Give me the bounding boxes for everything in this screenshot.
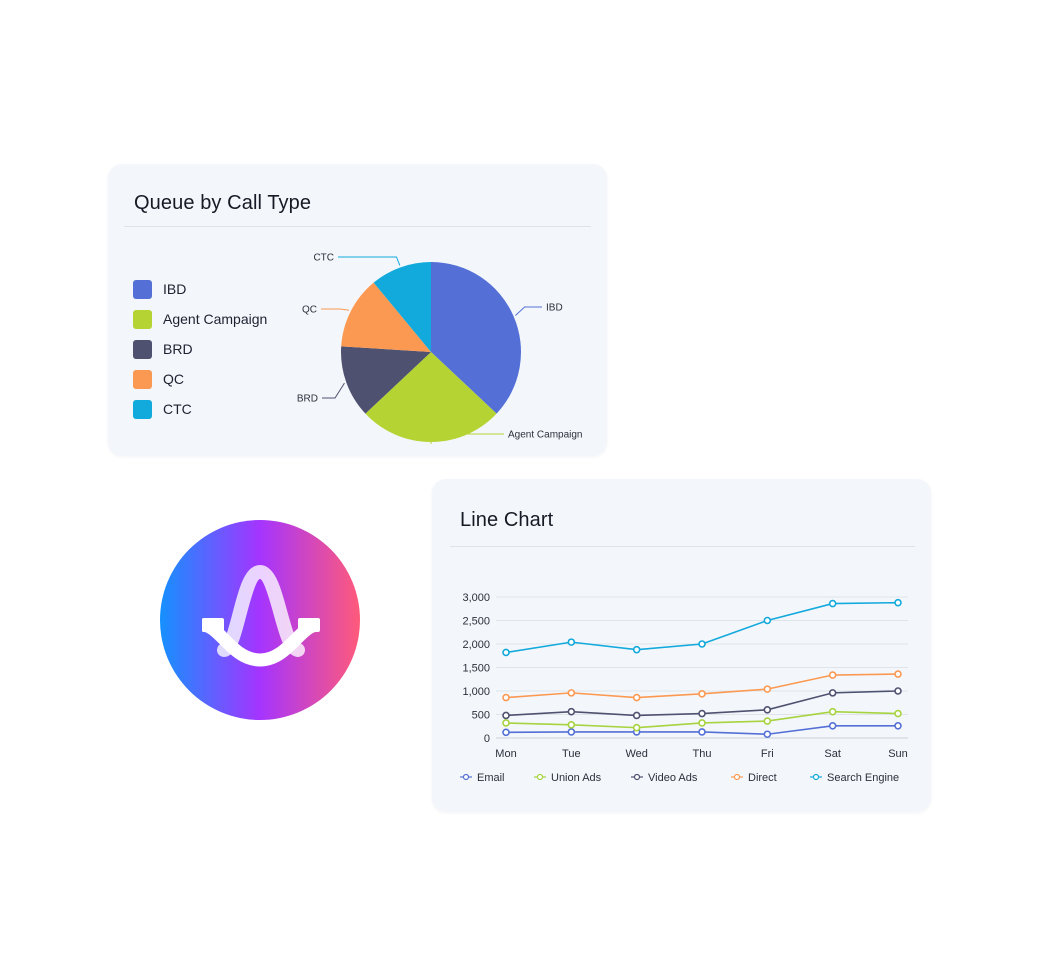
legend-item[interactable]: IBD <box>133 274 267 304</box>
data-point[interactable] <box>567 728 576 736</box>
data-point[interactable] <box>698 719 706 727</box>
pie-slice[interactable] <box>365 352 497 443</box>
data-point[interactable] <box>828 599 837 608</box>
legend-label: IBD <box>163 281 187 297</box>
legend-swatch <box>133 339 152 359</box>
legend-label: Agent Campaign <box>163 311 268 327</box>
legend-swatch <box>133 369 152 389</box>
data-point[interactable] <box>567 689 576 697</box>
logo-mark-icon <box>160 520 360 720</box>
data-point[interactable] <box>828 721 837 730</box>
data-point[interactable] <box>502 693 510 702</box>
line-chart: 0 500 1,000 1,500 2,000 2,500 3,000 Mon Tue Wed Th… <box>460 592 908 784</box>
data-point[interactable] <box>698 709 706 718</box>
x-tick-label: Wed <box>625 748 647 760</box>
legend-point-marker <box>536 773 544 781</box>
legend-item[interactable]: BRD <box>133 334 267 364</box>
data-point[interactable] <box>567 638 576 646</box>
queue-by-call-type-card: Queue by Call Type IBD Agent Campaign BR… <box>108 164 607 456</box>
y-tick-label: 0 <box>484 733 490 745</box>
pie-label-leader <box>515 306 542 316</box>
line-chart-card: Line Chart 0 500 1,000 1,500 2,000 2,500 3,000… <box>432 479 931 812</box>
data-point[interactable] <box>763 706 772 714</box>
x-tick-label: Thu <box>693 748 712 760</box>
legend-point-marker <box>462 773 470 781</box>
pie-chart: IBD Agent Campaign BRD QC CTC <box>297 253 583 444</box>
x-tick-label: Fri <box>761 748 774 760</box>
pie-slice[interactable] <box>431 262 521 414</box>
legend-label: BRD <box>163 341 193 357</box>
x-tick-label: Tue <box>562 748 581 760</box>
y-tick-label: 2,000 <box>462 639 490 651</box>
data-point[interactable] <box>698 728 706 736</box>
data-point[interactable] <box>894 598 902 607</box>
pie-slice-label: IBD <box>546 303 563 314</box>
pie-label-leader <box>430 433 504 444</box>
y-tick-label: 1,500 <box>462 663 490 675</box>
data-point[interactable] <box>502 728 510 737</box>
legend-point-marker <box>633 773 641 781</box>
legend-point-marker <box>733 773 741 781</box>
pie-label-leader <box>321 308 350 311</box>
data-point[interactable] <box>698 690 706 698</box>
legend-item[interactable]: Agent Campaign <box>133 304 267 334</box>
legend-label[interactable]: Search Engine <box>827 772 899 784</box>
pie-slice-label: Agent Campaign <box>508 430 583 441</box>
legend-label: QC <box>163 371 184 387</box>
data-point[interactable] <box>502 648 510 657</box>
data-point[interactable] <box>567 707 576 716</box>
data-point[interactable] <box>698 640 706 648</box>
pie-slice[interactable] <box>373 262 431 352</box>
pie-slice[interactable] <box>341 282 431 352</box>
legend-point-marker <box>812 773 820 781</box>
data-point[interactable] <box>828 707 837 716</box>
data-point[interactable] <box>632 711 641 720</box>
pie-legend: IBD Agent Campaign BRD QC CTC <box>133 274 267 424</box>
card-title: Line Chart <box>460 509 554 531</box>
legend-item[interactable]: CTC <box>133 394 267 424</box>
card-title: Queue by Call Type <box>134 192 312 214</box>
legend-label[interactable]: Email <box>477 772 505 784</box>
legend-swatch <box>133 309 152 329</box>
x-tick-label: Mon <box>495 748 516 760</box>
data-point[interactable] <box>763 730 772 739</box>
data-point[interactable] <box>502 719 510 727</box>
pie-slice-label: QC <box>302 305 317 316</box>
pie-slice-label: CTC <box>313 253 334 264</box>
y-tick-label: 1,000 <box>462 686 490 698</box>
data-point[interactable] <box>894 721 902 730</box>
legend-label[interactable]: Union Ads <box>551 772 602 784</box>
x-tick-label: Sun <box>888 748 908 760</box>
app-logo <box>160 520 360 720</box>
y-tick-label: 500 <box>472 710 490 722</box>
card-divider <box>450 546 915 547</box>
legend-label[interactable]: Direct <box>748 772 777 784</box>
legend-label[interactable]: Video Ads <box>648 772 698 784</box>
legend-swatch <box>133 399 152 419</box>
data-point[interactable] <box>763 717 772 725</box>
data-point[interactable] <box>567 721 576 729</box>
y-tick-label: 2,500 <box>462 616 490 628</box>
data-point[interactable] <box>894 687 902 695</box>
x-tick-label: Sat <box>824 748 841 760</box>
pie-slice[interactable] <box>341 346 431 414</box>
card-divider <box>124 226 591 227</box>
data-point[interactable] <box>632 645 641 654</box>
legend-label: CTC <box>163 401 192 417</box>
data-point[interactable] <box>763 685 772 693</box>
data-point[interactable] <box>894 670 902 678</box>
data-point[interactable] <box>502 711 510 720</box>
legend-item[interactable]: QC <box>133 364 267 394</box>
pie-label-leader <box>338 256 401 266</box>
pie-slice-label: BRD <box>297 394 318 405</box>
data-point[interactable] <box>632 693 641 702</box>
y-tick-label: 3,000 <box>462 592 490 604</box>
data-point[interactable] <box>632 723 641 732</box>
legend-swatch <box>133 279 152 299</box>
data-point[interactable] <box>828 689 837 697</box>
pie-label-leader <box>322 382 345 399</box>
data-point[interactable] <box>894 709 902 718</box>
data-point[interactable] <box>763 616 772 625</box>
data-point[interactable] <box>828 671 837 679</box>
